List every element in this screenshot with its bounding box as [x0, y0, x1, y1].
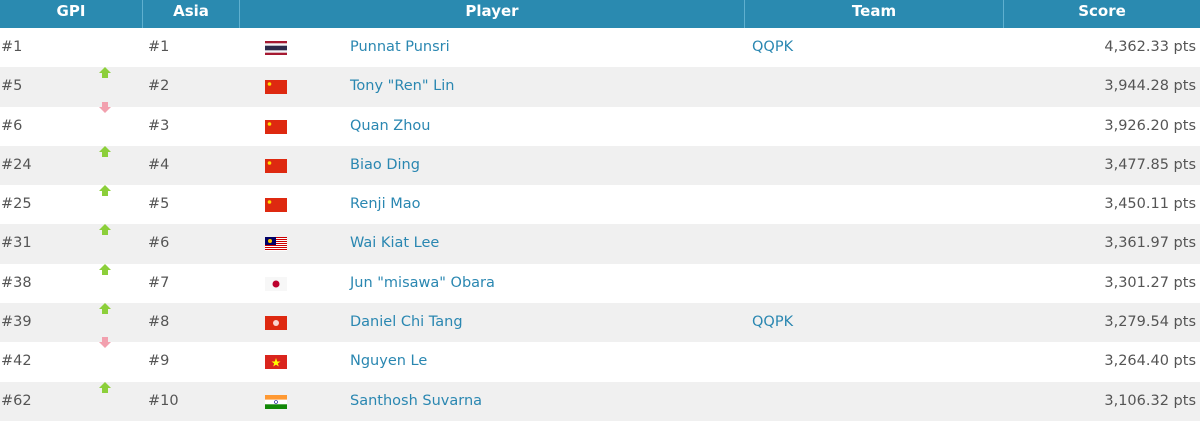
asia-rank: #9: [148, 353, 170, 370]
asia-rank: #4: [148, 156, 170, 173]
asia-rank: #10: [148, 392, 179, 409]
table-row: #1 #1 Punnat Punsri QQPK 4,362.33 pts: [0, 28, 1200, 67]
score-value: 3,264.40 pts: [1104, 353, 1196, 370]
player-name-link[interactable]: Jun "misawa" Obara: [350, 274, 495, 291]
table-row: #31 #6 Wai Kiat Lee 3,361.97 pts: [0, 224, 1200, 264]
trend-up-icon: [99, 224, 111, 236]
japan-flag-icon: [265, 276, 287, 291]
china-flag-icon: [265, 80, 287, 95]
trend-up-icon: [99, 303, 111, 315]
trend-up-icon: [99, 67, 111, 79]
player-name-link[interactable]: Punnat Punsri: [350, 39, 450, 55]
trend-down-icon: [99, 337, 111, 349]
gpi-rank: #31: [1, 235, 32, 252]
asia-rank: #1: [148, 39, 170, 55]
player-name-link[interactable]: Quan Zhou: [350, 117, 431, 134]
trend-up-icon: [99, 263, 111, 275]
china-flag-icon: [265, 198, 287, 213]
score-value: 4,362.33 pts: [1104, 39, 1196, 55]
asia-rank: #2: [148, 78, 170, 95]
trend-up-icon: [99, 145, 111, 157]
table-row: #6 #3 Quan Zhou 3,926.20 pts: [0, 101, 1200, 146]
player-name-link[interactable]: Tony "Ren" Lin: [350, 78, 455, 95]
score-value: 3,477.85 pts: [1104, 156, 1196, 173]
table-row: #42 #9 Nguyen Le 3,264.40 pts: [0, 337, 1200, 381]
player-name-link[interactable]: Biao Ding: [350, 156, 420, 173]
table-row: #38 #7 Jun "misawa" Obara 3,301.27 pts: [0, 263, 1200, 303]
thailand-flag-icon: [265, 41, 287, 55]
gpi-rank: #6: [1, 117, 23, 134]
table-row: #39 #8 Daniel Chi Tang QQPK 3,279.54 pts: [0, 303, 1200, 343]
table-row: #24 #4 Biao Ding 3,477.85 pts: [0, 145, 1200, 186]
china-flag-icon: [265, 119, 287, 134]
player-name-link[interactable]: Wai Kiat Lee: [350, 235, 440, 252]
player-name-link[interactable]: Daniel Chi Tang: [350, 314, 463, 331]
gpi-rank: #42: [1, 353, 32, 370]
gpi-rank: #62: [1, 392, 32, 409]
gpi-rank: #24: [1, 156, 32, 173]
score-value: 3,279.54 pts: [1104, 314, 1196, 331]
score-value: 3,361.97 pts: [1104, 235, 1196, 252]
header-score[interactable]: Score: [1078, 2, 1126, 20]
score-value: 3,106.32 pts: [1104, 392, 1196, 409]
score-value: 3,944.28 pts: [1104, 78, 1196, 95]
trend-up-icon: [99, 381, 111, 393]
player-name-link[interactable]: Nguyen Le: [350, 353, 428, 370]
score-value: 3,450.11 pts: [1104, 196, 1196, 213]
table-row: #5 #2 Tony "Ren" Lin 3,944.28 pts: [0, 67, 1200, 107]
team-link[interactable]: QQPK: [752, 314, 794, 331]
gpi-rank: #25: [1, 196, 32, 213]
gpi-rank: #39: [1, 314, 32, 331]
trend-down-icon: [99, 101, 111, 113]
asia-rank: #3: [148, 117, 170, 134]
ranking-table-body: #1 #1 Punnat Punsri QQPK 4,362.33 pts #5 #2 Ton…: [0, 28, 1200, 421]
table-header: GPI Asia Player Team Score: [0, 0, 1200, 28]
vietnam-flag-icon: [265, 355, 287, 370]
gpi-rank: #5: [1, 78, 23, 95]
table-row: #25 #5 Renji Mao 3,450.11 pts: [0, 185, 1200, 224]
header-player[interactable]: Player: [240, 0, 745, 28]
score-value: 3,926.20 pts: [1104, 117, 1196, 134]
india-flag-icon: [265, 394, 287, 409]
team-link[interactable]: QQPK: [752, 39, 794, 55]
gpi-rank: #1: [1, 39, 23, 55]
china-flag-icon: [265, 158, 287, 173]
asia-rank: #6: [148, 235, 170, 252]
hong-kong-flag-icon: [265, 316, 287, 331]
header-team[interactable]: Team: [745, 0, 1004, 28]
gpi-rank: #38: [1, 274, 32, 291]
player-name-link[interactable]: Renji Mao: [350, 196, 421, 213]
asia-rank: #8: [148, 314, 170, 331]
header-asia[interactable]: Asia: [143, 0, 240, 28]
asia-rank: #7: [148, 274, 170, 291]
trend-up-icon: [99, 185, 111, 197]
table-row: #62 #10 Santhosh Suvarna 3,106.32 pts: [0, 381, 1200, 421]
header-gpi[interactable]: GPI: [0, 0, 143, 28]
asia-rank: #5: [148, 196, 170, 213]
player-name-link[interactable]: Santhosh Suvarna: [350, 392, 483, 409]
score-value: 3,301.27 pts: [1104, 274, 1196, 291]
malaysia-flag-icon: [265, 237, 287, 252]
